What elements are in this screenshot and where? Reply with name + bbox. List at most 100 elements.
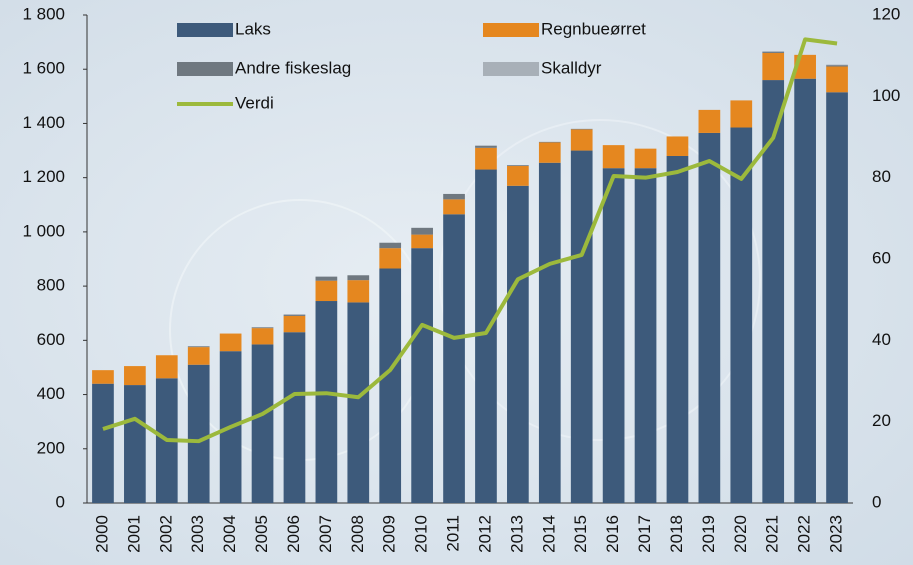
bar — [92, 383, 114, 503]
bar — [570, 129, 593, 151]
y2-tick-label: 40 — [872, 330, 891, 349]
y2-tick-label: 0 — [872, 492, 881, 511]
legend-label: Verdi — [235, 93, 274, 112]
bar — [826, 66, 848, 93]
y-tick-label: 200 — [37, 438, 65, 457]
bar — [379, 242, 402, 249]
bar — [634, 168, 657, 503]
y2-tick-label: 20 — [872, 411, 891, 430]
x-tick-label: 2003 — [188, 515, 207, 553]
y-tick-label: 1 600 — [22, 59, 65, 78]
x-tick-label: 2015 — [571, 515, 590, 553]
bar — [347, 275, 370, 281]
legend-label: Laks — [235, 19, 271, 38]
bar — [443, 193, 465, 200]
bar — [92, 370, 114, 384]
bar — [507, 185, 529, 504]
bar — [507, 166, 529, 186]
legend-label: Andre fiskeslag — [235, 58, 351, 77]
bar — [826, 92, 848, 504]
x-tick-label: 2009 — [380, 515, 399, 553]
y-tick-label: 1 800 — [22, 4, 65, 23]
bar — [762, 52, 785, 81]
x-tick-label: 2016 — [603, 515, 622, 553]
bar — [187, 347, 210, 365]
bar — [283, 314, 306, 316]
bar — [443, 199, 465, 215]
x-tick-label: 2022 — [795, 515, 814, 553]
bar — [666, 136, 689, 156]
bar — [315, 301, 338, 503]
x-tick-label: 2019 — [699, 515, 718, 553]
x-tick-label: 2004 — [220, 515, 239, 553]
bar — [826, 64, 848, 66]
bar — [187, 364, 210, 503]
bar — [570, 150, 593, 504]
bar — [411, 248, 433, 503]
bar — [826, 65, 848, 67]
y2-tick-label: 60 — [872, 248, 891, 267]
legend-label: Regnbueørret — [541, 19, 646, 38]
x-tick-label: 2008 — [348, 515, 367, 553]
bar — [251, 327, 274, 329]
y2-tick-label: 120 — [872, 4, 900, 23]
bar — [570, 128, 593, 130]
legend-swatch — [177, 62, 233, 76]
bar — [187, 346, 210, 348]
x-tick-label: 2001 — [124, 515, 143, 553]
bar — [411, 227, 433, 235]
bar — [347, 280, 370, 303]
bar — [251, 344, 274, 503]
x-tick-label: 2010 — [412, 515, 431, 553]
bar — [602, 168, 625, 503]
x-tick-label: 2018 — [667, 515, 686, 553]
x-tick-label: 2013 — [507, 515, 526, 553]
bar — [762, 51, 785, 53]
bar — [219, 333, 242, 352]
y-tick-label: 800 — [37, 276, 65, 295]
x-tick-label: 2006 — [284, 515, 303, 553]
legend-swatch — [177, 23, 233, 37]
x-tick-label: 2005 — [252, 515, 271, 553]
bar — [411, 234, 433, 249]
decor — [439, 119, 761, 441]
y2-tick-label: 80 — [872, 167, 891, 186]
bar — [475, 169, 497, 504]
y-tick-label: 1 000 — [22, 221, 65, 240]
x-tick-label: 2012 — [475, 515, 494, 553]
bar — [475, 147, 497, 170]
bar — [315, 276, 338, 281]
bar — [634, 148, 657, 169]
legend-swatch — [483, 23, 539, 37]
x-tick-label: 2021 — [763, 515, 782, 553]
bar — [698, 109, 721, 133]
bar — [124, 385, 146, 503]
x-tick-label: 2000 — [92, 515, 111, 553]
bar — [538, 142, 561, 163]
bar — [315, 280, 338, 302]
bar — [602, 145, 625, 169]
bar — [283, 332, 306, 503]
x-tick-label: 2011 — [444, 515, 463, 552]
bar — [283, 315, 306, 333]
legend-swatch — [483, 62, 539, 76]
bar — [666, 155, 689, 503]
line — [102, 37, 838, 444]
y-tick-label: 1 400 — [22, 113, 65, 132]
bar — [155, 355, 178, 379]
x-tick-label: 2017 — [635, 515, 654, 553]
y-tick-label: 400 — [37, 384, 65, 403]
y-tick-label: 600 — [37, 330, 65, 349]
x-tick-label: 2002 — [156, 515, 175, 553]
bar — [762, 80, 785, 504]
bar — [443, 214, 465, 503]
x-tick-label: 2023 — [827, 515, 846, 553]
x-tick-label: 2007 — [316, 515, 335, 553]
bar — [794, 78, 816, 503]
legend-label: Skalldyr — [541, 58, 602, 77]
y-tick-label: 1 200 — [22, 167, 65, 186]
x-tick-label: 2020 — [731, 515, 750, 553]
bar — [251, 328, 274, 345]
bar — [379, 248, 402, 269]
